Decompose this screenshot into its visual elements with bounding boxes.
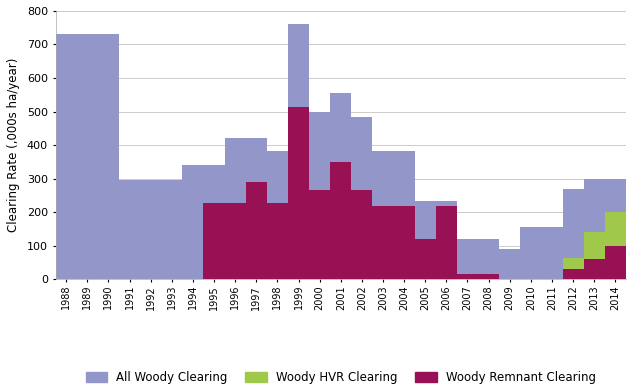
Y-axis label: Clearing Rate (,000s ha/year): Clearing Rate (,000s ha/year) bbox=[7, 58, 20, 232]
Legend: All Woody Clearing, Woody HVR Clearing, Woody Remnant Clearing: All Woody Clearing, Woody HVR Clearing, … bbox=[86, 371, 596, 384]
